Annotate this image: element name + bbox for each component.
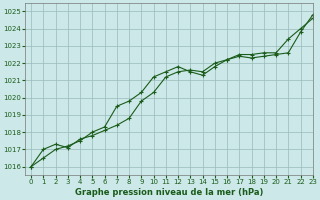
X-axis label: Graphe pression niveau de la mer (hPa): Graphe pression niveau de la mer (hPa) <box>75 188 263 197</box>
